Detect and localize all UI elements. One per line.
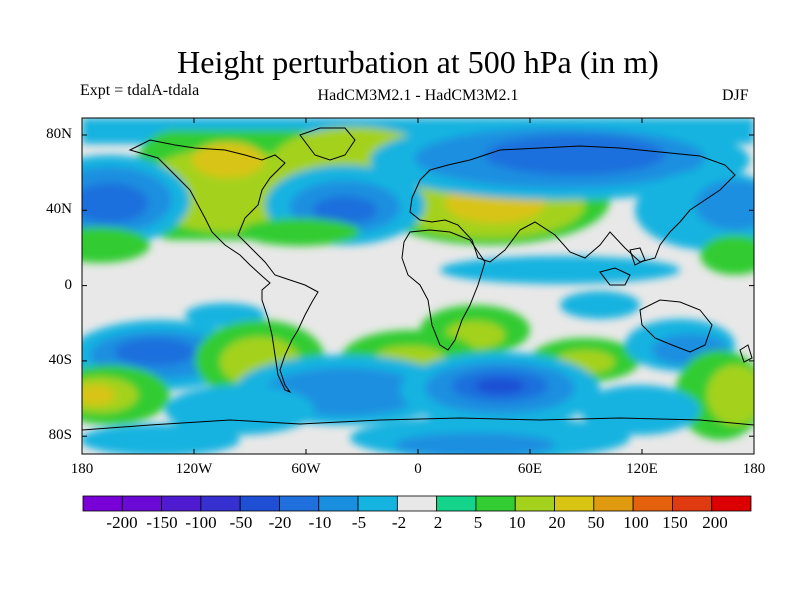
colorbar-level-label: 150 — [662, 513, 688, 532]
colorbar-level-label: -200 — [106, 513, 138, 532]
colorbar-swatch — [82, 495, 123, 512]
season-label: DJF — [722, 87, 749, 104]
x-tick-label: 120E — [626, 461, 658, 477]
y-tick-label: 0 — [64, 277, 73, 293]
colorbar-swatch — [161, 495, 202, 512]
x-tick-label: 120W — [175, 461, 213, 477]
colorbar-swatch — [593, 495, 634, 512]
x-tick-label: 60W — [291, 461, 321, 477]
colorbar-level-label: 50 — [587, 513, 605, 532]
colorbar-level-label: -10 — [308, 513, 332, 532]
axis-ticks — [81, 118, 755, 454]
colorbar-level-label: -2 — [391, 513, 407, 532]
colorbar-swatch — [632, 495, 673, 512]
y-tick-label: 80S — [48, 427, 72, 443]
coastline-layer — [82, 127, 754, 431]
colorbar-level-label: 100 — [623, 513, 649, 532]
plot-title: Height perturbation at 500 hPa (in m) — [177, 44, 659, 80]
colorbar-swatch — [475, 495, 516, 512]
colorbar-level-label: -150 — [146, 513, 178, 532]
y-tick-label: 80N — [46, 126, 72, 142]
field-layer — [82, 118, 754, 454]
colorbar-swatch — [121, 495, 162, 512]
colorbar-swatch — [711, 495, 752, 512]
y-tick-label: 40N — [46, 201, 72, 217]
colorbar-swatch — [554, 495, 595, 512]
x-tick-label: 60E — [517, 461, 543, 477]
colorbar-level-label: 10 — [508, 513, 526, 532]
x-tick-label: 180 — [70, 461, 94, 477]
colorbar-swatch — [672, 495, 713, 512]
models-label: HadCM3M2.1 - HadCM3M2.1 — [317, 87, 519, 104]
colorbar-level-label: 5 — [473, 513, 483, 532]
colorbar-swatch — [239, 495, 280, 512]
experiment-label: Expt = tdalA-tdala — [80, 82, 200, 99]
colorbar-swatch — [357, 495, 398, 512]
x-tick-label: 180 — [742, 461, 766, 477]
colorbar-swatch — [279, 495, 320, 512]
colorbar-swatch — [514, 495, 555, 512]
colorbar-swatch — [396, 495, 438, 512]
colorbar-level-label: -50 — [229, 513, 253, 532]
colorbar-level-label: 20 — [548, 513, 566, 532]
colorbar-level-label: -100 — [185, 513, 217, 532]
colorbar-level-label: -5 — [351, 513, 367, 532]
x-tick-label: 0 — [414, 461, 422, 477]
colorbar-level-label: -20 — [268, 513, 292, 532]
y-tick-label: 40S — [48, 352, 72, 368]
colorbar-swatch — [200, 495, 241, 512]
colorbar-swatch — [436, 495, 477, 512]
colorbar-swatch — [318, 495, 359, 512]
colorbar-level-label: 200 — [702, 513, 728, 532]
colorbar-level-label: 2 — [433, 513, 443, 532]
colorbar — [82, 495, 752, 512]
